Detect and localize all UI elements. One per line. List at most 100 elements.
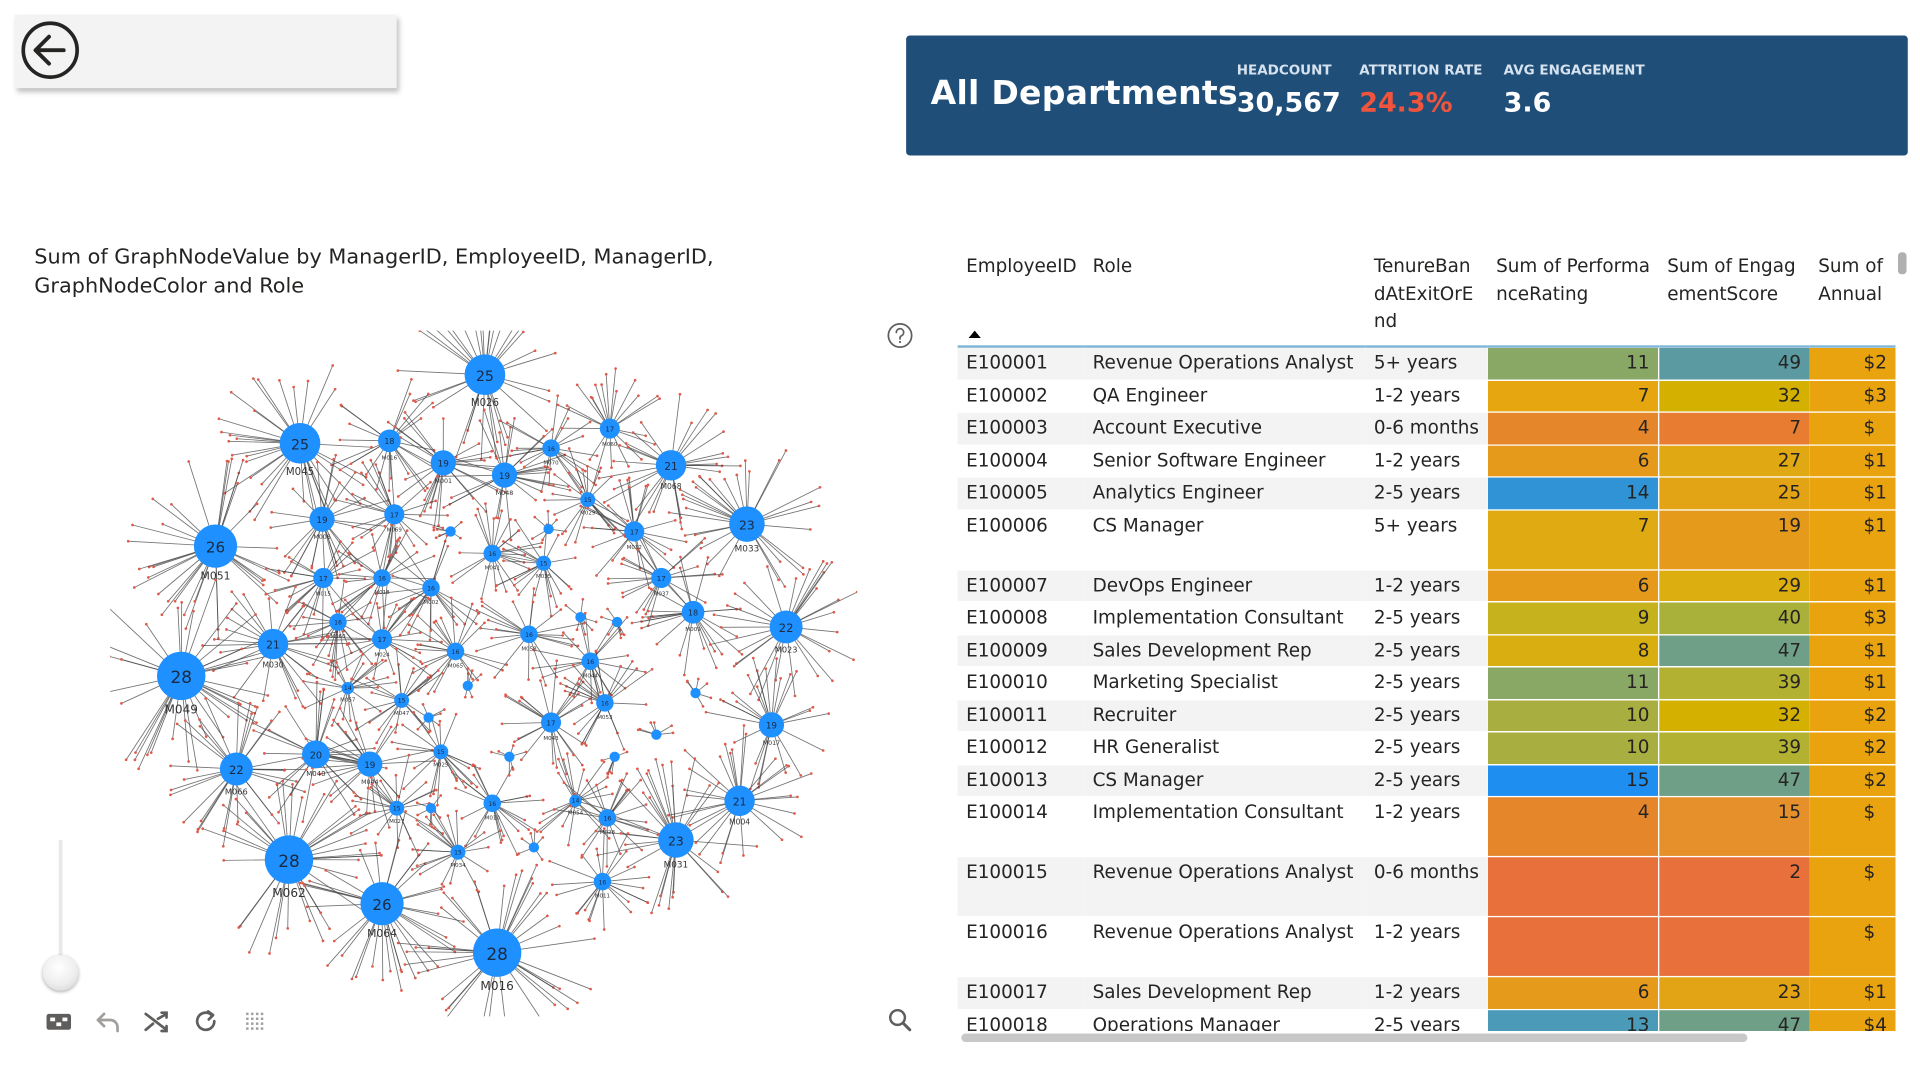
graph-small-node[interactable] <box>575 612 586 623</box>
undo-icon[interactable] <box>93 1007 122 1036</box>
graph-manager-node[interactable] <box>581 652 599 670</box>
col-header-employee-id[interactable]: EmployeeID <box>957 244 1085 348</box>
graph-manager-node[interactable] <box>309 506 335 532</box>
graph-manager-node[interactable] <box>302 740 330 769</box>
graph-manager-node[interactable] <box>357 751 383 777</box>
graph-manager-node[interactable] <box>599 418 620 439</box>
col-header-annual[interactable]: Sum of Annual <box>1809 244 1896 348</box>
vertical-scrollbar[interactable] <box>1897 252 1907 275</box>
col-header-engagement-score[interactable]: Sum of EngagementScore <box>1658 244 1810 348</box>
graph-manager-node[interactable] <box>373 569 391 587</box>
table-row[interactable]: E100015 Revenue Operations Analyst 0-6 mon… <box>957 856 1896 918</box>
zoom-slider-thumb[interactable] <box>42 955 79 991</box>
graph-manager-node[interactable] <box>681 600 705 624</box>
graph-manager-node[interactable] <box>596 694 614 712</box>
graph-manager-node[interactable] <box>658 822 694 858</box>
employee-table[interactable]: EmployeeID Role TenureBandAtExitOrEnd Su… <box>957 244 1896 1032</box>
graph-manager-node[interactable] <box>483 544 502 563</box>
graph-manager-node[interactable] <box>389 800 405 816</box>
table-row[interactable]: E100017 Sales Development Rep 1-2 years 6 23… <box>957 976 1896 1010</box>
graph-manager-node[interactable] <box>540 712 562 733</box>
graph-small-node[interactable] <box>445 526 456 537</box>
graph-manager-node[interactable] <box>313 567 334 589</box>
graph-manager-node[interactable] <box>329 613 347 631</box>
graph-manager-node[interactable] <box>430 450 456 476</box>
graph-manager-node[interactable] <box>655 450 687 481</box>
graph-manager-node[interactable] <box>536 555 552 571</box>
graph-small-node[interactable] <box>612 616 623 628</box>
graph-manager-node[interactable] <box>433 744 449 760</box>
table-row[interactable]: E100003 Account Executive 0-6 months 4 7 $ <box>957 412 1896 446</box>
graph-manager-node[interactable] <box>729 506 765 542</box>
graph-manager-node[interactable] <box>378 429 401 453</box>
graph-small-node[interactable] <box>425 803 437 814</box>
sort-ascending-icon[interactable] <box>968 330 981 338</box>
table-row[interactable]: E100012 HR Generalist 2-5 years 10 39 $2 <box>957 731 1896 765</box>
graph-small-node[interactable] <box>528 842 540 853</box>
graph-manager-node[interactable] <box>758 712 785 738</box>
graph-manager-node[interactable] <box>193 524 238 568</box>
graph-manager-node[interactable] <box>279 422 321 464</box>
table-row[interactable]: E100006 CS Manager 5+ years 7 19 $1 <box>957 509 1896 571</box>
graph-manager-node[interactable] <box>257 628 289 660</box>
table-row[interactable]: E100007 DevOps Engineer 1-2 years 6 29 $1 <box>957 569 1896 603</box>
graph-small-node[interactable] <box>504 751 515 762</box>
graph-manager-node[interactable] <box>264 835 314 884</box>
table-row[interactable]: E100014 Implementation Consultant 1-2 year… <box>957 796 1896 858</box>
table-row[interactable]: E100010 Marketing Specialist 2-5 years 11 39… <box>957 666 1896 700</box>
graph-manager-node[interactable] <box>569 794 582 808</box>
shuffle-icon[interactable] <box>142 1007 171 1036</box>
graph-manager-node[interactable] <box>542 439 560 457</box>
graph-manager-node[interactable] <box>450 844 466 860</box>
grid-icon[interactable] <box>240 1007 269 1036</box>
graph-small-node[interactable] <box>543 523 554 535</box>
graph-manager-node[interactable] <box>446 642 465 661</box>
graph-small-node[interactable] <box>609 751 620 762</box>
table-row[interactable]: E100001 Revenue Operations Analyst 5+ year… <box>957 346 1896 381</box>
graph-manager-node[interactable] <box>360 882 404 926</box>
table-row[interactable]: E100013 CS Manager 2-5 years 15 47 $2 <box>957 764 1896 798</box>
horizontal-scrollbar[interactable] <box>961 1033 1748 1043</box>
graph-manager-node[interactable] <box>580 492 596 508</box>
table-row[interactable]: E100002 QA Engineer 1-2 years 7 32 $3 <box>957 379 1896 413</box>
graph-small-node[interactable] <box>462 680 473 691</box>
graph-small-node[interactable] <box>690 687 701 699</box>
graph-manager-node[interactable] <box>724 785 755 817</box>
back-arrow-icon[interactable] <box>20 20 81 81</box>
network-graph[interactable]: 25 M026 25 M045 18 M016 19 M001 19 M048 16 M070 17 M0… <box>110 330 858 1017</box>
graph-manager-node[interactable] <box>593 872 612 891</box>
graph-manager-node[interactable] <box>520 625 538 644</box>
zoom-slider-track[interactable] <box>58 840 63 975</box>
table-row[interactable]: E100004 Senior Software Engineer 1-2 years… <box>957 444 1896 478</box>
table-row[interactable]: E100018 Operations Manager 2-5 years 13 47 $4 <box>957 1008 1896 1032</box>
graph-manager-node[interactable] <box>157 651 206 701</box>
graph-manager-node[interactable] <box>472 928 522 977</box>
graph-manager-node[interactable] <box>769 610 803 644</box>
table-row[interactable]: E100008 Implementation Consultant 2-5 year… <box>957 601 1896 635</box>
table-row[interactable]: E100009 Sales Development Rep 2-5 years 8 47… <box>957 634 1896 668</box>
graph-manager-node[interactable] <box>491 462 518 488</box>
graph-manager-node[interactable] <box>624 521 645 542</box>
graph-small-node[interactable] <box>651 729 662 740</box>
graph-manager-node[interactable] <box>483 794 502 813</box>
graph-manager-node[interactable] <box>651 567 672 589</box>
graph-small-node[interactable] <box>423 712 434 723</box>
graph-manager-node[interactable] <box>464 354 506 396</box>
col-header-role[interactable]: Role <box>1084 244 1366 348</box>
magnifier-icon[interactable] <box>887 1007 914 1034</box>
screenshot-icon[interactable] <box>44 1007 73 1036</box>
col-header-performance-rating[interactable]: Sum of PerformanceRating <box>1487 244 1659 348</box>
refresh-icon[interactable] <box>191 1007 220 1036</box>
graph-manager-node[interactable] <box>422 579 440 597</box>
table-row[interactable]: E100011 Recruiter 2-5 years 10 32 $2 <box>957 699 1896 733</box>
question-circle-icon[interactable] <box>887 322 914 349</box>
graph-manager-node[interactable] <box>598 809 617 827</box>
graph-manager-node[interactable] <box>219 752 253 786</box>
table-row[interactable]: E100016 Revenue Operations Analyst 1-2 yea… <box>957 916 1896 978</box>
table-row[interactable]: E100005 Analytics Engineer 2-5 years 14 25 $1 <box>957 476 1896 510</box>
graph-manager-node[interactable] <box>341 681 354 695</box>
graph-manager-node[interactable] <box>384 504 405 525</box>
col-header-tenure-band[interactable]: TenureBandAtExitOrEnd <box>1365 244 1488 348</box>
graph-manager-node[interactable] <box>394 692 410 708</box>
graph-manager-node[interactable] <box>372 629 393 650</box>
